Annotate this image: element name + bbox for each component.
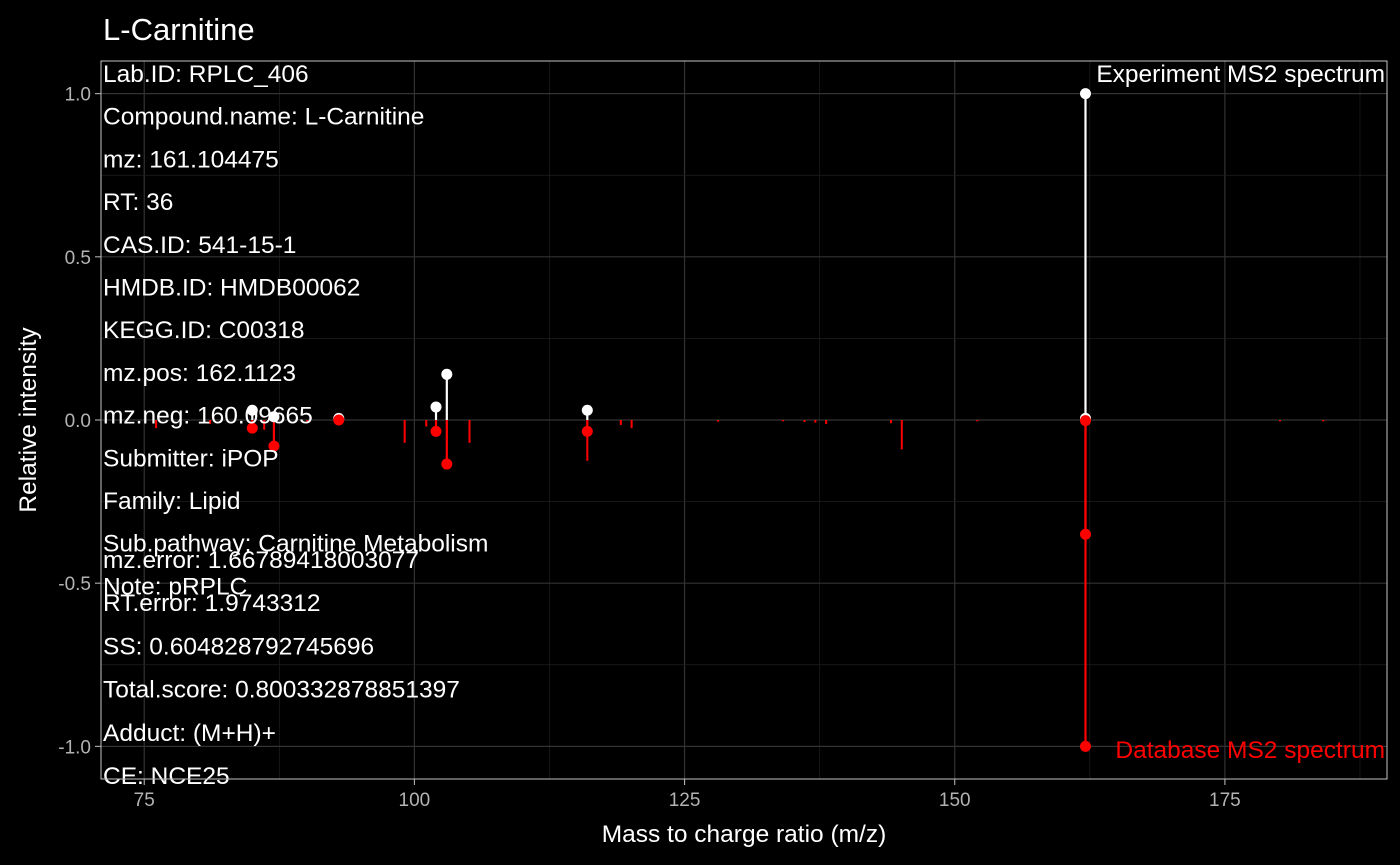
experiment-peak-point bbox=[1079, 88, 1091, 100]
database-peak-point bbox=[441, 458, 453, 470]
info-line: KEGG.ID: C00318 bbox=[103, 317, 305, 344]
grid-lines bbox=[101, 61, 1387, 779]
info-line: mz.pos: 162.1123 bbox=[103, 360, 296, 387]
database-peak-point bbox=[333, 414, 345, 426]
info-line: Adduct: (M+H)+ bbox=[103, 720, 276, 747]
database-peak-point bbox=[430, 425, 442, 437]
experiment-peak-point bbox=[581, 404, 593, 416]
spectrum-segments bbox=[155, 93, 1325, 747]
info-line: RT.error: 1.9743312 bbox=[103, 590, 320, 617]
experiment-peak-point bbox=[430, 401, 442, 413]
info-line: Submitter: iPOP bbox=[103, 445, 279, 472]
info-line: mz.neg: 160.09665 bbox=[103, 403, 313, 430]
chart-title: L-Carnitine bbox=[103, 12, 255, 47]
y-tick-label: -0.5 bbox=[58, 574, 91, 595]
info-line: Compound.name: L-Carnitine bbox=[103, 104, 424, 131]
x-axis-label: Mass to charge ratio (m/z) bbox=[602, 821, 887, 848]
x-tick-label: 175 bbox=[1209, 790, 1241, 811]
database-spectrum-label: Database MS2 spectrum bbox=[1115, 737, 1385, 764]
experiment-spectrum-label: Experiment MS2 spectrum bbox=[1096, 61, 1385, 88]
info-line: Lab.ID: RPLC_406 bbox=[103, 61, 309, 88]
compound-info-text: Lab.ID: RPLC_406 Compound.name: L-Carniti… bbox=[103, 61, 488, 790]
y-axis-ticks: 1.0 0.5 0.0 -0.5 -1.0 bbox=[58, 85, 101, 758]
info-line: Note: pRPLC bbox=[103, 573, 247, 600]
info-line: Family: Lipid bbox=[103, 488, 241, 515]
database-peak-point bbox=[1079, 415, 1091, 427]
x-axis-ticks: 75 100 125 150 175 bbox=[134, 779, 1241, 811]
x-tick-label: 150 bbox=[939, 790, 971, 811]
info-line: SS: 0.604828792745696 bbox=[103, 633, 374, 660]
database-peak-point bbox=[581, 425, 593, 437]
x-tick-label: 100 bbox=[399, 790, 431, 811]
info-line: mz: 161.104475 bbox=[103, 146, 279, 173]
y-tick-label: 0.0 bbox=[65, 411, 91, 432]
experiment-peak-point bbox=[441, 368, 453, 380]
info-line: mz.error: 1.66789418003077 bbox=[103, 547, 419, 574]
experiment-peak-point bbox=[246, 404, 258, 416]
info-line: HMDB.ID: HMDB00062 bbox=[103, 275, 360, 302]
database-peak-point bbox=[268, 440, 280, 452]
database-peak-point bbox=[246, 422, 258, 434]
info-line: CAS.ID: 541-15-1 bbox=[103, 232, 296, 259]
y-axis-label: Relative intensity bbox=[15, 327, 42, 513]
info-line: CE: NCE25 bbox=[103, 763, 230, 790]
experiment-peak-point bbox=[268, 411, 280, 423]
y-tick-label: 0.5 bbox=[65, 248, 91, 269]
database-peak-point bbox=[1079, 740, 1091, 752]
y-tick-label: 1.0 bbox=[65, 85, 91, 106]
info-line: Total.score: 0.800332878851397 bbox=[103, 677, 460, 704]
y-tick-label: -1.0 bbox=[58, 737, 91, 758]
info-line: Sub.pathway: Carnitine Metabolism bbox=[103, 531, 488, 558]
database-peak-point bbox=[1079, 528, 1091, 540]
x-tick-label: 125 bbox=[669, 790, 701, 811]
info-line: RT: 36 bbox=[103, 189, 173, 216]
x-tick-label: 75 bbox=[134, 790, 155, 811]
spectrum-points bbox=[246, 88, 1091, 752]
